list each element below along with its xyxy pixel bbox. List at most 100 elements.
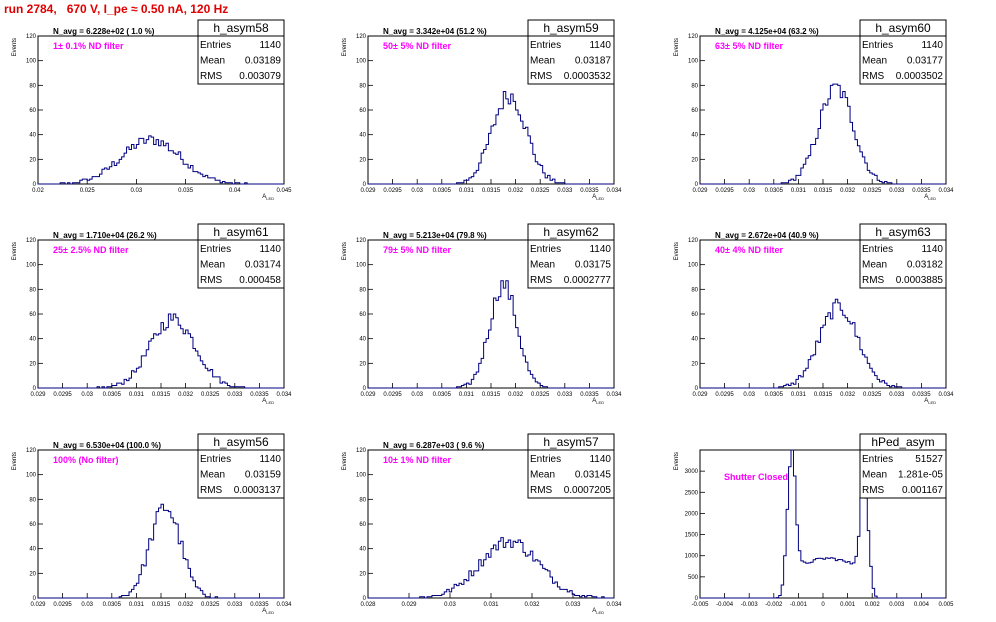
x-tick-label: 0.045: [276, 188, 292, 194]
stats-value: 1140: [589, 454, 611, 465]
y-tick-label: 60: [359, 312, 366, 318]
stats-label: Mean: [200, 56, 225, 67]
x-tick-label: 0.0315: [482, 188, 501, 194]
y-tick-label: 0: [363, 182, 367, 188]
x-tick-label: 0.032: [524, 602, 540, 608]
histogram-h_asym61: 0 20 40 60 80 100 120 0.029 0.0295 0.03 0.0305 0.03…: [12, 223, 292, 405]
y-tick-label: 20: [359, 571, 366, 577]
stats-value: 0.0003137: [234, 485, 282, 496]
stats-value: 1140: [921, 40, 943, 51]
y-tick-label: 20: [29, 157, 36, 163]
stats-label: Entries: [862, 454, 893, 465]
stats-value: 0.03189: [245, 56, 282, 67]
filter-note: 79± 5% ND filter: [383, 245, 451, 255]
x-tick-label: 0.033: [565, 602, 581, 608]
x-tick-label: 0.0335: [912, 392, 931, 398]
filter-note: 10± 1% ND filter: [383, 455, 451, 465]
stats-label: Mean: [862, 56, 887, 67]
x-tick-label: 0.004: [914, 602, 930, 608]
x-axis-label: ALED: [262, 608, 274, 615]
y-axis-label: Events: [12, 452, 18, 470]
stats-value: 51527: [915, 454, 943, 465]
stats-value: 0.03175: [575, 260, 612, 271]
x-tick-label: 0.033: [889, 392, 905, 398]
stats-value: 0.03177: [907, 56, 944, 67]
x-tick-label: 0.02: [32, 188, 44, 194]
n-avg-label: N_avg = 5.213e+04 (79.8 %): [383, 231, 487, 240]
y-tick-label: 120: [26, 238, 37, 244]
n-avg-label: N_avg = 6.228e+02 ( 1.0 %): [53, 27, 155, 36]
x-tick-label: 0.0325: [201, 392, 220, 398]
histogram-h_asym59: 0 20 40 60 80 100 120 0.029 0.0295 0.03 0.0305 0.03…: [342, 19, 622, 201]
histogram-h_asym56: 0 20 40 60 80 100 120 0.029 0.0295 0.03 0.0305 0.03…: [12, 433, 292, 615]
stats-value: 0.001167: [902, 485, 943, 496]
stats-label: Mean: [530, 56, 555, 67]
x-tick-label: 0.03: [743, 188, 755, 194]
y-tick-label: 0: [695, 386, 699, 392]
x-tick-label: 0.0295: [383, 188, 402, 194]
stats-label: RMS: [862, 275, 885, 286]
stats-value: 0.0003885: [896, 275, 944, 286]
x-axis-label: ALED: [592, 608, 604, 615]
x-tick-label: 0.034: [938, 392, 954, 398]
histogram-name: h_asym61: [213, 225, 269, 239]
histogram-name: h_asym57: [543, 435, 599, 449]
y-axis-label: Events: [674, 242, 680, 260]
stats-box: [527, 239, 615, 289]
stats-label: Entries: [530, 244, 561, 255]
x-tick-label: 0.0325: [531, 188, 550, 194]
x-tick-label: 0.032: [178, 602, 194, 608]
n-avg-label: N_avg = 4.125e+04 (63.2 %): [715, 27, 819, 36]
x-tick-label: 0.003: [889, 602, 905, 608]
stats-label: Mean: [530, 260, 555, 271]
y-tick-label: 60: [359, 108, 366, 114]
y-tick-label: 0: [695, 182, 699, 188]
x-tick-label: 0.031: [129, 602, 145, 608]
y-tick-label: 500: [688, 575, 699, 581]
y-tick-label: 80: [29, 287, 36, 293]
y-tick-label: 120: [356, 448, 367, 454]
stats-label: Mean: [862, 470, 887, 481]
x-tick-label: 0.031: [459, 188, 475, 194]
x-tick-label: 0.0315: [152, 602, 171, 608]
x-tick-label: 0.029: [30, 602, 46, 608]
y-tick-label: 20: [691, 157, 698, 163]
histogram-h_asym63: 0 20 40 60 80 100 120 0.029 0.0295 0.03 0.0305 0.03…: [674, 223, 954, 405]
y-tick-label: 60: [359, 522, 366, 528]
x-tick-label: 0.0305: [103, 602, 122, 608]
stats-label: RMS: [200, 275, 223, 286]
x-tick-label: 0.0335: [580, 392, 599, 398]
n-avg-label: N_avg = 1.710e+04 (26.2 %): [53, 231, 157, 240]
n-avg-label: N_avg = 6.287e+03 ( 9.6 %): [383, 441, 485, 450]
stats-label: Entries: [862, 244, 893, 255]
y-tick-label: 80: [691, 287, 698, 293]
x-tick-label: 0.0305: [103, 392, 122, 398]
x-tick-label: 0.0305: [765, 392, 784, 398]
x-tick-label: 0.0305: [765, 188, 784, 194]
x-tick-label: 0.0295: [53, 602, 72, 608]
n-avg-label: N_avg = 2.672e+04 (40.9 %): [715, 231, 819, 240]
y-tick-label: 100: [26, 263, 37, 269]
stats-box: [197, 449, 285, 499]
x-tick-label: 0.0335: [580, 188, 599, 194]
stats-label: RMS: [200, 485, 223, 496]
x-tick-label: 0.033: [889, 188, 905, 194]
histogram-name: h_asym58: [213, 21, 269, 35]
x-tick-label: 0.03: [81, 392, 93, 398]
stats-label: RMS: [530, 71, 553, 82]
y-axis-label: Events: [674, 452, 680, 470]
x-tick-label: 0.0315: [482, 392, 501, 398]
stats-label: Entries: [530, 454, 561, 465]
stats-value: 1140: [589, 244, 611, 255]
y-tick-label: 20: [359, 157, 366, 163]
histogram-line: [368, 91, 614, 185]
x-tick-label: 0.0305: [433, 392, 452, 398]
x-axis-label: ALED: [924, 398, 936, 405]
y-tick-label: 120: [356, 238, 367, 244]
stats-box: [527, 35, 615, 85]
stats-value: 0.0003502: [896, 71, 944, 82]
x-axis-label: ALED: [262, 398, 274, 405]
y-tick-label: 120: [26, 448, 37, 454]
stats-label: Entries: [200, 454, 231, 465]
x-tick-label: 0.034: [606, 602, 622, 608]
